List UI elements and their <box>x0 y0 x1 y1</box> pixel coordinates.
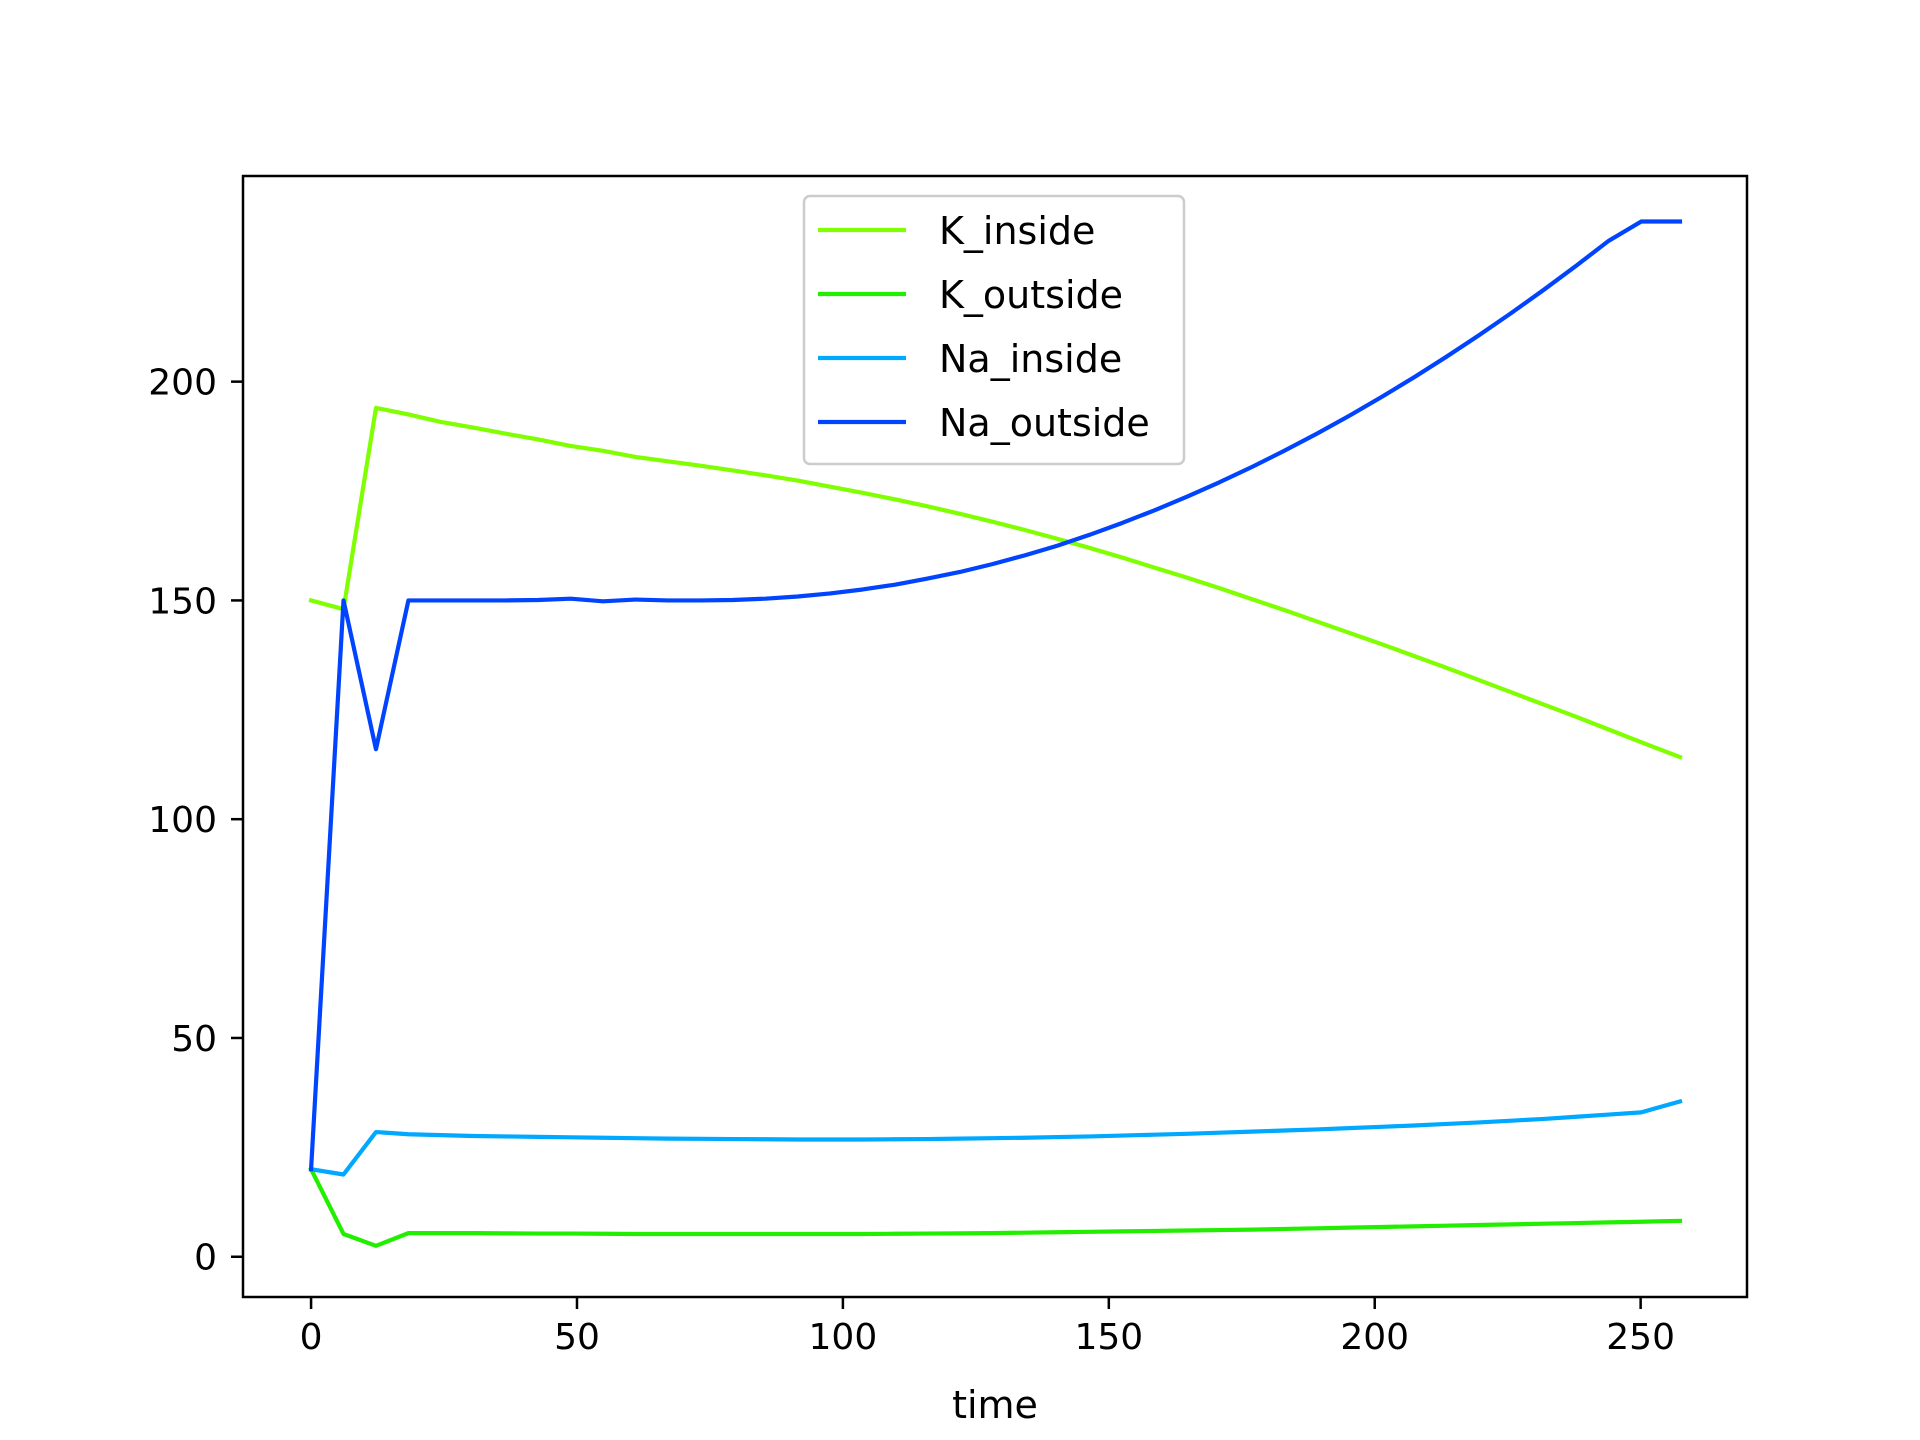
legend-label: Na_outside <box>939 401 1150 445</box>
series-line-k-inside <box>308 405 1683 760</box>
y-axis-ticks: 0 50 100 150 200 <box>148 363 243 1279</box>
x-tick-label: 250 <box>1606 1317 1675 1358</box>
x-tick-label: 0 <box>300 1317 323 1358</box>
series-line-na-outside <box>308 219 1683 1172</box>
y-tick-label: 100 <box>148 800 217 841</box>
legend-label: Na_inside <box>939 337 1122 381</box>
series-lines <box>308 219 1683 1248</box>
series-line-k-outside <box>308 1166 1683 1248</box>
y-tick-label: 150 <box>148 581 217 622</box>
y-tick-label: 50 <box>171 1019 217 1060</box>
legend: K_inside K_outside Na_inside Na_outside <box>802 194 1186 466</box>
x-tick-label: 50 <box>554 1317 600 1358</box>
x-axis-ticks: 0 50 100 150 200 250 <box>300 1297 1675 1358</box>
y-tick-label: 200 <box>148 363 217 404</box>
legend-box <box>802 194 1186 466</box>
y-tick-label: 0 <box>194 1238 217 1279</box>
legend-items: K_inside K_outside Na_inside Na_outside <box>818 209 1150 445</box>
x-tick-label: 150 <box>1074 1317 1143 1358</box>
legend-label: K_inside <box>939 209 1095 253</box>
legend-label: K_outside <box>939 273 1123 317</box>
series-line-na-inside <box>308 1098 1683 1177</box>
x-tick-label: 200 <box>1340 1317 1409 1358</box>
x-axis-label: time <box>952 1383 1038 1427</box>
x-tick-label: 100 <box>809 1317 878 1358</box>
plot-frame <box>241 174 1749 1299</box>
